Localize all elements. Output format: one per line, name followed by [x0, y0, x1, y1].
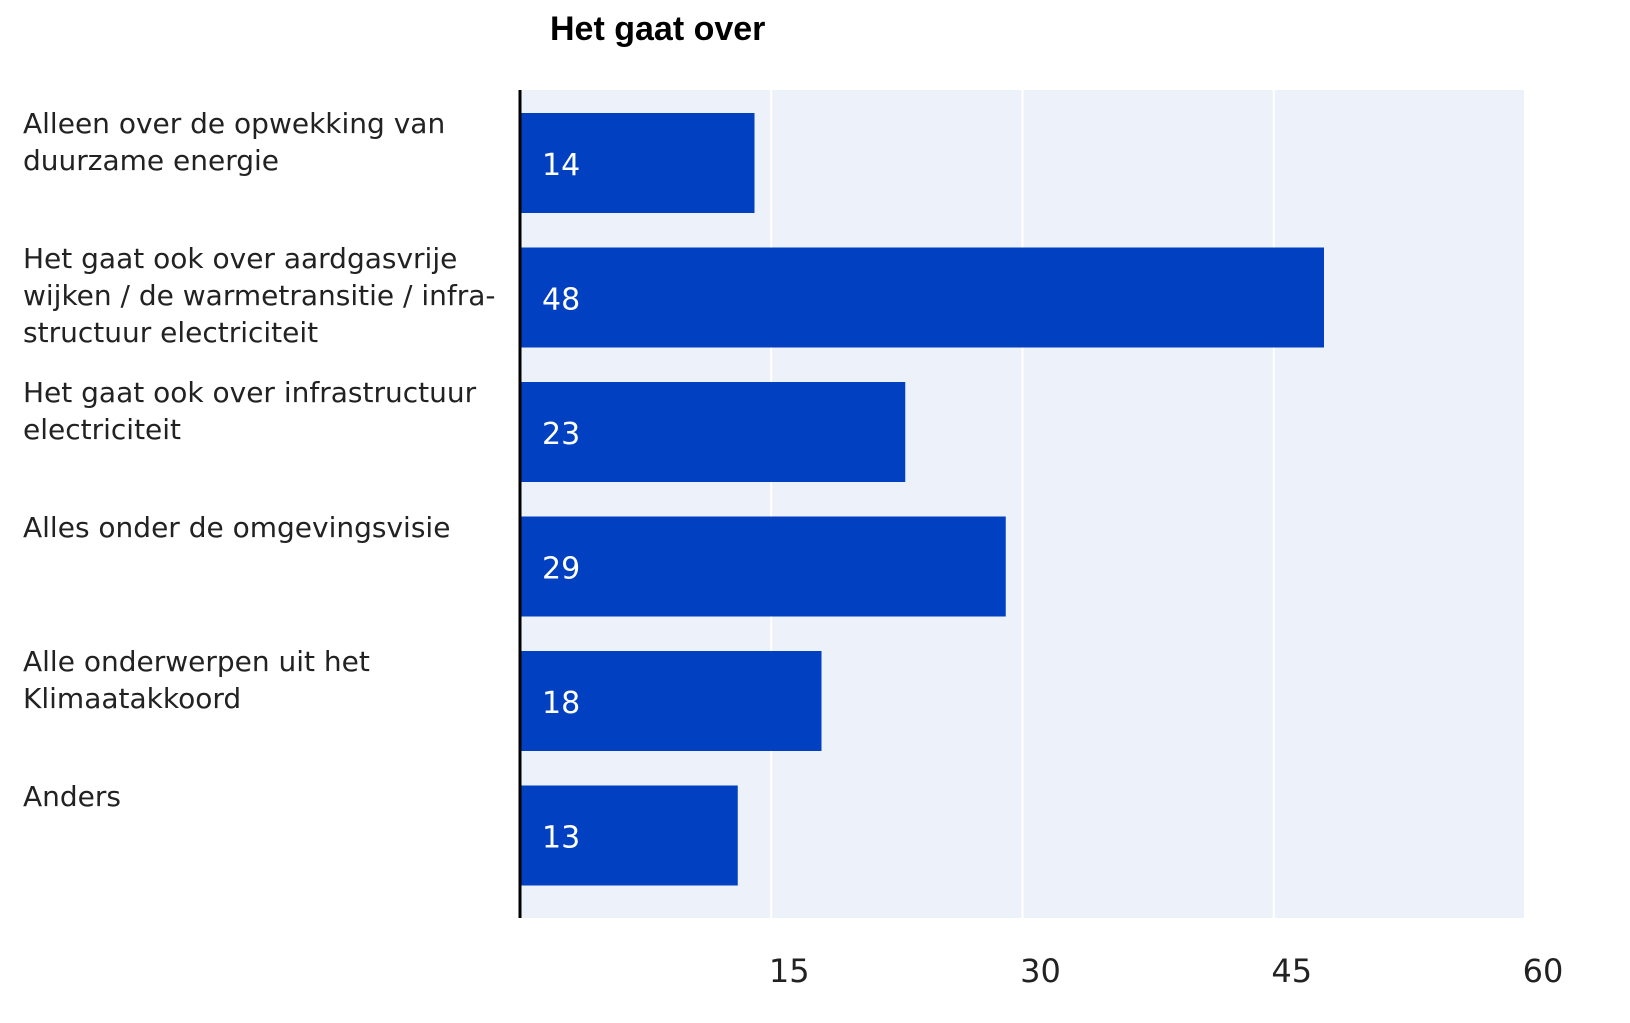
category-label: Het gaat ook over aardgasvrije wijken / …: [23, 241, 496, 349]
category-label: Alleen over de opwekking van duurzame en…: [23, 107, 446, 177]
value-label: 13: [542, 821, 580, 856]
bar: [520, 247, 1324, 348]
x-tick-label: 60: [1523, 952, 1564, 990]
value-label: 48: [542, 283, 580, 318]
category-label: Anders: [23, 779, 121, 813]
category-label: Alle onderwerpen uit het Klimaatakkoord: [23, 645, 370, 715]
chart-title: Het gaat over: [550, 10, 766, 48]
value-label: 29: [542, 552, 580, 587]
category-label: Het gaat ook over infrastructuur electri…: [23, 376, 477, 446]
x-tick-label: 30: [1020, 952, 1061, 990]
value-label: 23: [542, 417, 580, 452]
value-label: 18: [542, 686, 580, 721]
bar: [520, 113, 755, 213]
x-tick-label: 45: [1271, 952, 1312, 990]
category-label: Alles onder de omgevingsvisie: [23, 510, 451, 544]
bar: [520, 651, 822, 751]
bar: [520, 382, 906, 482]
bar: [520, 516, 1006, 617]
x-tick-label: 15: [769, 952, 810, 990]
value-label: 14: [542, 148, 580, 183]
bar: [520, 785, 738, 886]
